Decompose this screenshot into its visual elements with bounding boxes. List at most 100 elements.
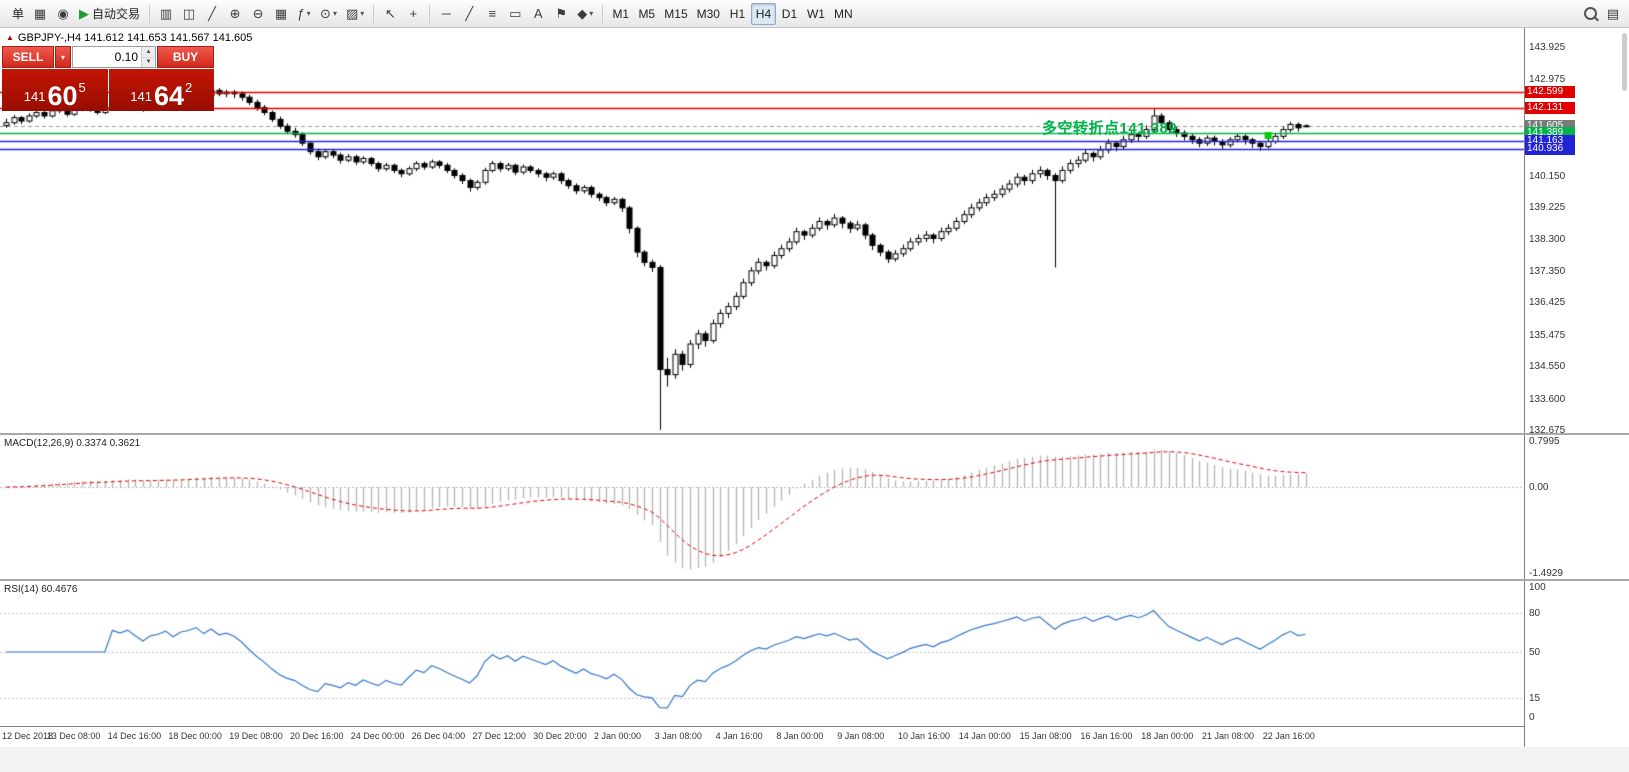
main-toolbar: 单 ▦ ◉ ▶ 自动交易 ▥ ◫ ╱ ⊕ ⊖ ▦ ƒ ▾ ⊙ ▾ ▨ ▾ ↖ + ─ ╱ ≡ ▭ A ⚑ ◆ ▾ M1 M5 M15 M30… [0, 0, 1629, 28]
time-axis-label: 8 Jan 00:00 [776, 731, 824, 741]
new-order-button[interactable]: 单 [5, 3, 28, 25]
buy-button[interactable]: BUY [157, 46, 214, 68]
search-button[interactable] [1579, 3, 1601, 25]
shapes-dropdown[interactable]: ◆ ▾ [573, 3, 597, 25]
caret-down-icon: ▾ [360, 9, 365, 18]
order-type-dropdown[interactable]: ▾ [55, 46, 71, 68]
horizontal-line-icon: ─ [441, 6, 451, 21]
zoom-out-icon: ⊖ [252, 6, 264, 21]
macd-chart-canvas[interactable] [0, 435, 1524, 579]
toolbar-separator [602, 4, 604, 23]
sell-price-button[interactable]: 141 60 5 [2, 69, 108, 111]
pivot-annotation[interactable]: 多空转折点141.389 [1042, 120, 1178, 137]
macd-axis-label: 0.7995 [1529, 436, 1560, 447]
channel-icon: ▭ [509, 6, 522, 21]
time-axis[interactable]: 12 Dec 2018 13 Dec 08:00 14 Dec 16:00 18 De… [0, 726, 1524, 747]
price-axis[interactable]: 143.925 142.975 140.150 139.225 138.300 137.3… [1524, 28, 1629, 747]
tile-windows-button[interactable]: ▦ [270, 3, 292, 25]
timeframe-d1-button[interactable]: D1 [777, 3, 802, 25]
candlestick-chart-button[interactable]: ◫ [178, 3, 200, 25]
toolbar-separator [373, 4, 375, 23]
timeframe-d1-button-label: D1 [781, 6, 798, 21]
price-axis-label: 135.475 [1529, 329, 1566, 341]
zoom-in-icon: ⊕ [229, 6, 241, 21]
scrollbar-thumb[interactable] [1622, 33, 1627, 91]
timeframe-m30-button[interactable]: M30 [693, 3, 724, 25]
timeframe-m5-button[interactable]: M5 [634, 3, 659, 25]
trendline-icon: ╱ [465, 6, 474, 21]
rsi-axis-label: 50 [1529, 647, 1541, 658]
line-chart-button[interactable]: ╱ [201, 3, 223, 25]
sell-button[interactable]: SELL [2, 46, 54, 68]
time-axis-label: 30 Dec 20:00 [533, 731, 587, 741]
search-icon [1583, 7, 1597, 20]
text-button[interactable]: A [527, 3, 549, 25]
timeframe-mn-button[interactable]: MN [830, 3, 857, 25]
volume-input[interactable] [73, 47, 141, 67]
timeframe-w1-button[interactable]: W1 [803, 3, 829, 25]
time-axis-label: 15 Jan 08:00 [1019, 731, 1072, 741]
time-axis-label: 26 Dec 04:00 [411, 731, 466, 741]
horizontal-line-button[interactable]: ─ [435, 3, 457, 25]
text-label-icon: ⚑ [555, 6, 568, 21]
price-chart-canvas[interactable] [0, 28, 1524, 433]
volume-up-button[interactable]: ▲ [142, 47, 155, 58]
cursor-icon: ↖ [384, 6, 396, 21]
time-axis-label: 16 Jan 16:00 [1080, 731, 1133, 741]
timeframe-h1-button[interactable]: H1 [725, 3, 750, 25]
caret-down-icon: ▾ [589, 9, 594, 18]
time-axis-label: 14 Jan 00:00 [958, 731, 1011, 741]
sell-price-big: 60 [47, 80, 78, 111]
zoom-in-button[interactable]: ⊕ [224, 3, 246, 25]
channel-button[interactable]: ▭ [504, 3, 526, 25]
caret-down-icon: ▾ [306, 9, 311, 18]
macd-panel-splitter[interactable] [0, 433, 1629, 435]
profiles-button[interactable]: ◉ [52, 3, 74, 25]
autotrade-button-label: 自动交易 [92, 7, 141, 21]
fibonacci-button[interactable]: ≡ [481, 3, 503, 25]
templates-dropdown[interactable]: ▨ ▾ [342, 3, 368, 25]
bars-chart-button[interactable]: ▥ [155, 3, 177, 25]
time-axis-label: 21 Jan 08:00 [1202, 731, 1255, 741]
sell-price-sup: 5 [78, 80, 86, 95]
price-line-label: 140.936 [1525, 142, 1575, 155]
chart-symbol-label: ▲ GBPJPY-,H4 141.612 141.653 141.567 141… [6, 32, 252, 44]
templates-icon: ▨ [345, 6, 359, 21]
price-axis-label: 139.225 [1529, 202, 1566, 213]
trendline-button[interactable]: ╱ [458, 3, 480, 25]
cursor-button[interactable]: ↖ [379, 3, 401, 25]
buy-price-prefix: 141 [130, 89, 152, 104]
time-axis-label: 2 Jan 00:00 [594, 731, 642, 741]
time-axis-label: 27 Dec 12:00 [472, 731, 526, 741]
indicators-dropdown[interactable]: ƒ ▾ [293, 3, 315, 25]
time-axis-label: 18 Dec 00:00 [168, 731, 222, 741]
text-icon: A [533, 6, 543, 21]
timeframe-m1-button[interactable]: M1 [608, 3, 633, 25]
price-axis-label: 133.600 [1529, 393, 1566, 405]
timeframe-h1-button-label: H1 [729, 6, 746, 21]
price-axis-label: 132.675 [1529, 425, 1566, 436]
volume-down-button[interactable]: ▼ [142, 57, 155, 67]
crosshair-button[interactable]: + [402, 3, 424, 25]
periods-dropdown[interactable]: ⊙ ▾ [316, 3, 341, 25]
buy-price-button[interactable]: 141 64 2 [108, 69, 214, 111]
time-axis-label: 24 Dec 00:00 [350, 731, 405, 741]
vertical-scrollbar[interactable] [1621, 29, 1628, 746]
rsi-chart-canvas[interactable] [0, 581, 1524, 726]
buy-price-big: 64 [153, 80, 184, 111]
rsi-panel-splitter[interactable] [0, 579, 1629, 581]
layout-button[interactable]: ▤ [1602, 3, 1624, 25]
charts-grid-button[interactable]: ▦ [29, 3, 51, 25]
time-axis-label: 19 Dec 08:00 [229, 731, 283, 741]
timeframe-h4-button[interactable]: H4 [750, 2, 776, 25]
line-chart-icon: ╱ [208, 6, 216, 21]
zoom-out-button[interactable]: ⊖ [247, 3, 269, 25]
timeframe-m15-button[interactable]: M15 [660, 3, 691, 25]
text-label-button[interactable]: ⚑ [550, 3, 572, 25]
autotrade-button[interactable]: ▶ 自动交易 [75, 3, 144, 25]
shapes-icon: ◆ [577, 6, 588, 21]
time-axis-label: 4 Jan 16:00 [715, 731, 763, 741]
timeframe-m1-button-label: M1 [612, 6, 630, 21]
layout-icon: ▤ [1606, 6, 1620, 21]
